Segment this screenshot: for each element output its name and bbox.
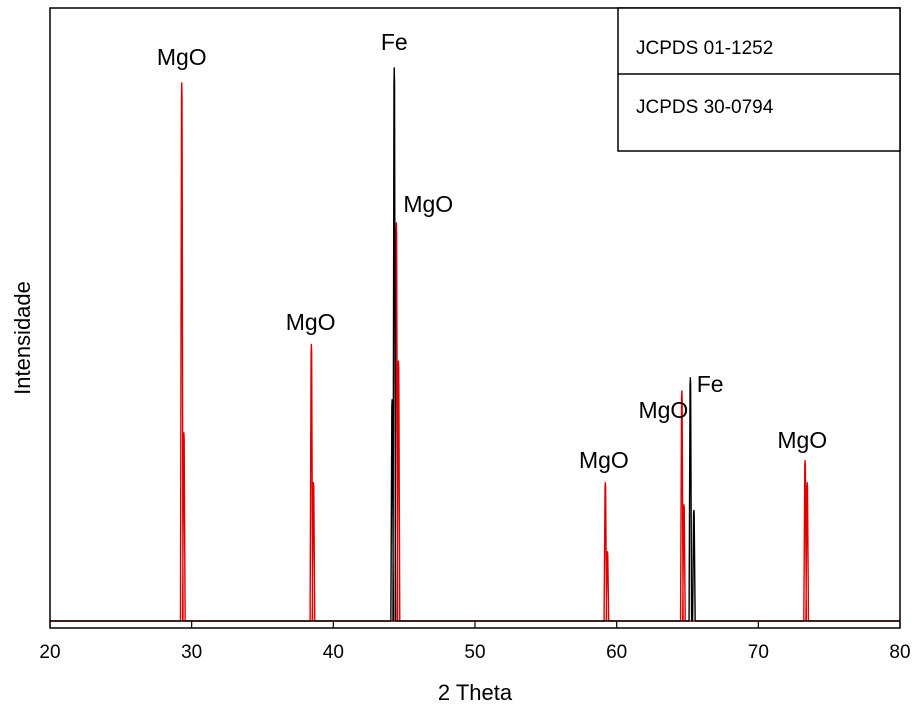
x-tick-label: 30 [181,642,202,663]
peak-label: MgO [638,397,688,423]
x-tick-label: 20 [39,642,60,663]
peak-label: Fe [381,29,408,55]
series-line-1 [50,82,900,622]
y-axis-title: Intensidade [10,281,35,395]
peak-label: MgO [403,191,453,217]
legend-entry-2: JCPDS 30-0794 [636,97,774,118]
x-tick-label: 40 [323,642,344,663]
peak-label: MgO [157,44,207,70]
x-tick-label: 50 [464,642,485,663]
legend: JCPDS 01-1252 JCPDS 30-0794 [617,7,901,152]
x-tick-label: 80 [889,642,910,663]
x-axis-ticks: 20 30 40 50 60 70 80 [39,621,911,663]
peak-label: Fe [697,371,724,397]
series-line-0 [50,67,900,622]
legend-box [617,7,901,152]
peak-label: MgO [286,309,336,335]
x-tick-label: 60 [606,642,627,663]
x-axis-title: 2 Theta [438,680,513,705]
x-tick-label: 70 [748,642,769,663]
series-layer [50,67,900,622]
peak-label: MgO [777,427,827,453]
peak-label: MgO [579,447,629,473]
peak-annotations: MgO Fe MgO MgO MgO MgO Fe MgO [157,29,827,473]
legend-entry-1: JCPDS 01-1252 [636,38,773,59]
